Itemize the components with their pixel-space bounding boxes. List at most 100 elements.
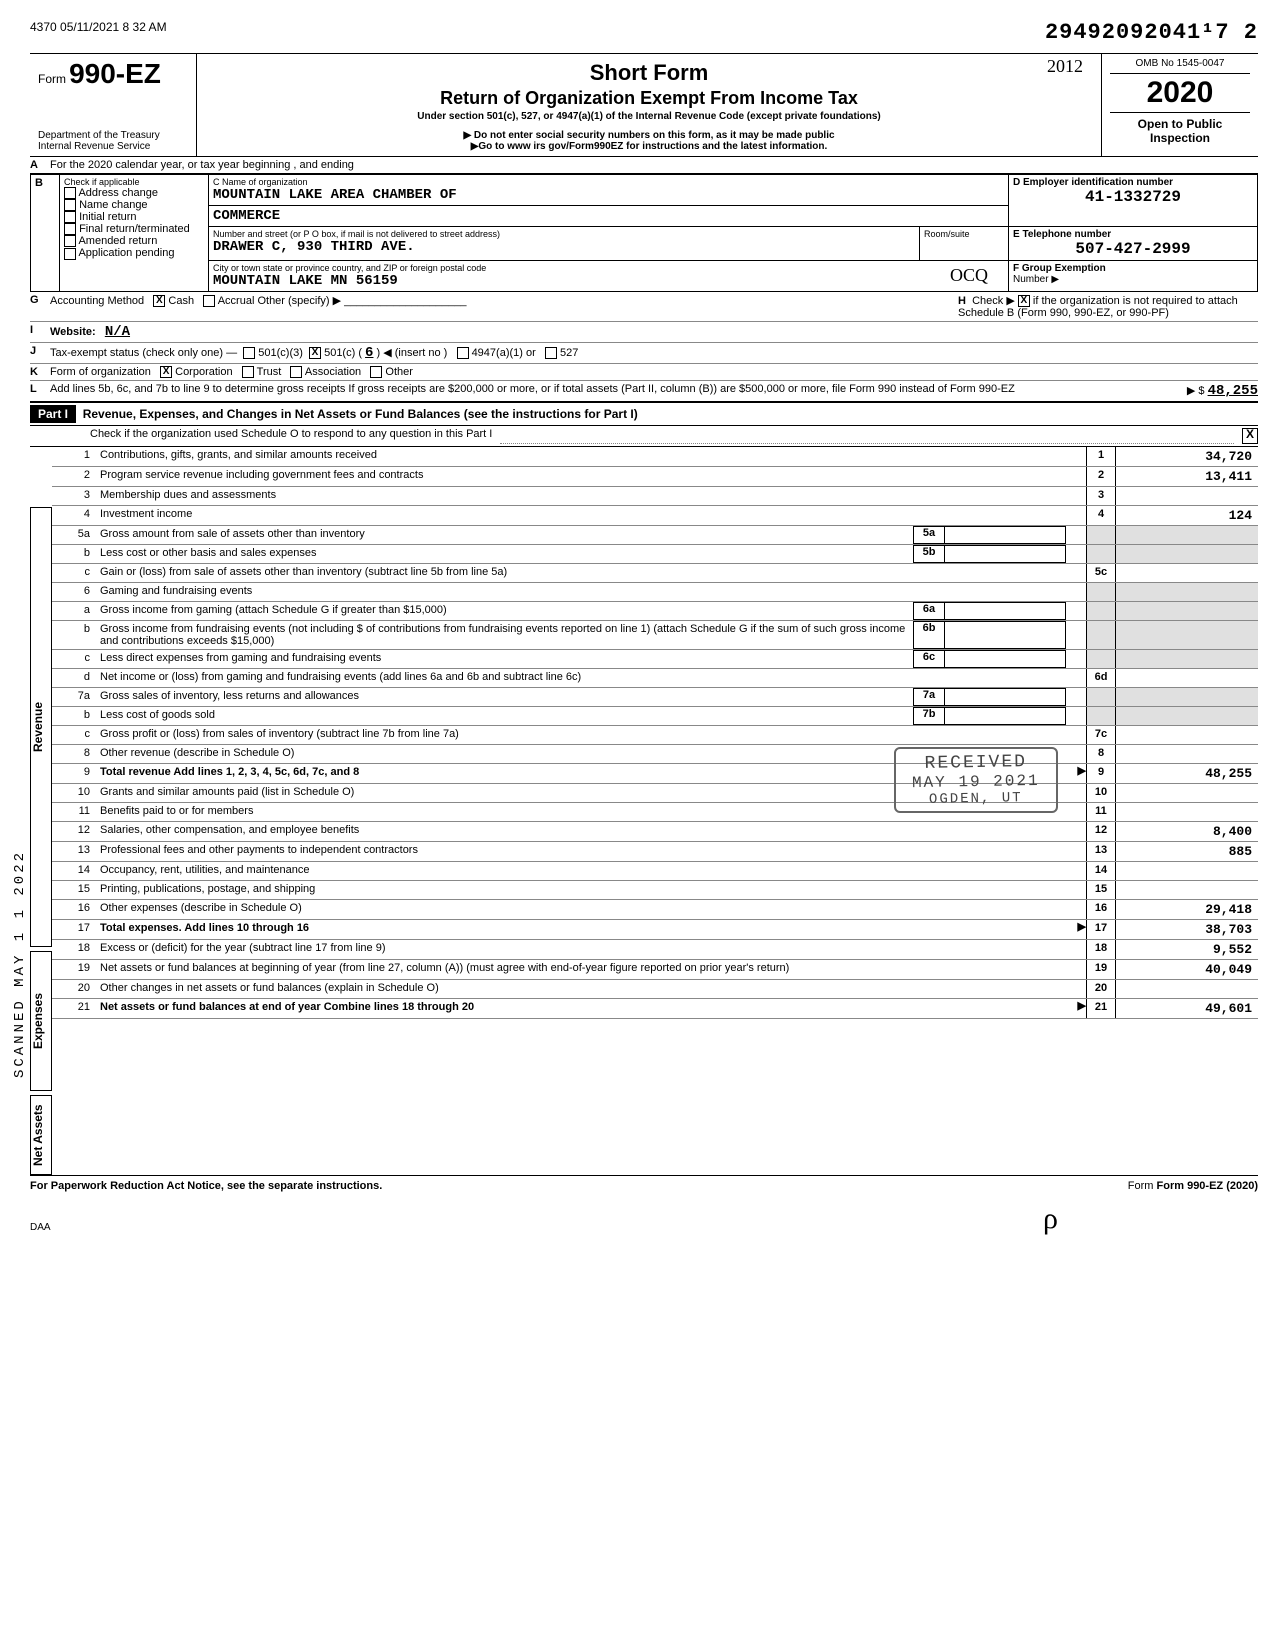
assoc-lbl: Association — [305, 366, 361, 378]
org-name-2: COMMERCE — [213, 208, 1004, 224]
line-number: 2 — [52, 467, 96, 486]
lines-container: RECEIVED MAY 19 2021 OGDEN, UT 1Contribu… — [52, 447, 1258, 1175]
line-desc: Less cost or other basis and sales expen… — [96, 545, 913, 563]
line-number: 20 — [52, 980, 96, 998]
amount-value: 13,411 — [1116, 467, 1258, 486]
check-sched-b[interactable]: X — [1018, 295, 1030, 307]
paperwork-notice: For Paperwork Reduction Act Notice, see … — [30, 1180, 382, 1192]
amount-label: 17 — [1086, 920, 1116, 939]
line-desc: Net assets or fund balances at beginning… — [96, 960, 1086, 979]
check-amended[interactable] — [64, 235, 76, 247]
line-desc: Professional fees and other payments to … — [96, 842, 1086, 861]
line-number: 8 — [52, 745, 96, 763]
check-trust[interactable] — [242, 366, 254, 378]
mid-box[interactable] — [945, 526, 1066, 544]
line-row: 13Professional fees and other payments t… — [52, 842, 1258, 862]
line-number: a — [52, 602, 96, 620]
check-accrual[interactable] — [203, 295, 215, 307]
check-501c3[interactable] — [243, 347, 255, 359]
daa: DAA — [30, 1222, 1258, 1233]
amount-label: 18 — [1086, 940, 1116, 959]
form-prefix: Form — [38, 72, 66, 86]
line-desc: Other changes in net assets or fund bala… — [96, 980, 1086, 998]
subtitle-2: ▶ Do not enter social security numbers o… — [205, 130, 1093, 141]
501c-no: 6 — [365, 345, 373, 361]
line-row: 14Occupancy, rent, utilities, and mainte… — [52, 862, 1258, 881]
arrow-icon: ▶ — [1066, 999, 1086, 1018]
line-number: 14 — [52, 862, 96, 880]
amount-label — [1086, 583, 1116, 601]
line-number: b — [52, 621, 96, 649]
stamp-received: RECEIVED — [912, 752, 1040, 774]
mid-box[interactable] — [945, 688, 1066, 706]
irs-label: Internal Revenue Service — [38, 141, 188, 152]
amount-label: 15 — [1086, 881, 1116, 899]
tax-exempt-lbl: Tax-exempt status (check only one) — — [50, 347, 237, 359]
form-ref: Form Form 990-EZ (2020) — [1128, 1180, 1258, 1192]
box-e-label: E Telephone number — [1013, 229, 1253, 240]
check-name[interactable] — [64, 199, 76, 211]
check-initial[interactable] — [64, 211, 76, 223]
line-l-amount: 48,255 — [1208, 383, 1258, 399]
arrow-icon: ▶ — [1066, 920, 1086, 939]
line-row: 3Membership dues and assessments3 — [52, 487, 1258, 506]
mid-box[interactable] — [945, 707, 1066, 725]
line-row: 7aGross sales of inventory, less returns… — [52, 688, 1258, 707]
line-h-label: H — [958, 295, 966, 307]
website-lbl: Website: — [50, 326, 96, 338]
form-ref-inner: Form 990-EZ (2020) — [1157, 1180, 1258, 1192]
check-name-lbl: Name change — [79, 199, 148, 211]
line-g-text: Accounting Method — [50, 295, 144, 307]
mid-box-label: 7a — [913, 688, 945, 706]
scanned-stamp: SCANNED MAY 1 1 2022 — [12, 850, 28, 1078]
mid-box[interactable] — [945, 545, 1066, 563]
amount-value — [1116, 602, 1258, 620]
form-number: 990-EZ — [69, 58, 161, 89]
amount-label: 11 — [1086, 803, 1116, 821]
amount-value — [1116, 487, 1258, 505]
check-schedule-o[interactable]: X — [1242, 428, 1258, 444]
line-desc: Excess or (deficit) for the year (subtra… — [96, 940, 1086, 959]
mid-box[interactable] — [945, 621, 1066, 649]
check-other[interactable] — [370, 366, 382, 378]
mid-box[interactable] — [945, 650, 1066, 668]
page-footer: For Paperwork Reduction Act Notice, see … — [30, 1175, 1258, 1192]
check-pending[interactable] — [64, 248, 76, 260]
part-i-label: Part I — [30, 405, 76, 423]
amount-label: 5c — [1086, 564, 1116, 582]
line-number: d — [52, 669, 96, 687]
handwritten-year: 2012 — [1047, 56, 1083, 77]
4947-lbl: 4947(a)(1) or — [472, 347, 536, 359]
check-cash[interactable]: X — [153, 295, 165, 307]
form-org-lbl: Form of organization — [50, 366, 151, 378]
line-desc: Occupancy, rent, utilities, and maintena… — [96, 862, 1086, 880]
amount-value: 40,049 — [1116, 960, 1258, 979]
check-address[interactable] — [64, 187, 76, 199]
line-number: 11 — [52, 803, 96, 821]
line-row: 6Gaming and fundraising events — [52, 583, 1258, 602]
amount-value — [1116, 564, 1258, 582]
line-desc: Gross income from fundraising events (no… — [96, 621, 913, 649]
mid-box[interactable] — [945, 602, 1066, 620]
amount-label: 3 — [1086, 487, 1116, 505]
check-4947[interactable] — [457, 347, 469, 359]
line-number: 21 — [52, 999, 96, 1018]
amount-label: 2 — [1086, 467, 1116, 486]
check-501c[interactable]: X — [309, 347, 321, 359]
amount-label: 14 — [1086, 862, 1116, 880]
omb-number: OMB No 1545-0047 — [1110, 58, 1250, 74]
line-number: 16 — [52, 900, 96, 919]
check-assoc[interactable] — [290, 366, 302, 378]
check-final[interactable] — [64, 223, 76, 235]
line-a-label: A — [30, 159, 50, 171]
501c3-lbl: 501(c)(3) — [258, 347, 303, 359]
line-number: 1 — [52, 447, 96, 466]
line-desc: Program service revenue including govern… — [96, 467, 1086, 486]
line-row: 19Net assets or fund balances at beginni… — [52, 960, 1258, 980]
check-527[interactable] — [545, 347, 557, 359]
check-corp[interactable]: X — [160, 366, 172, 378]
revenue-label: Revenue — [30, 507, 52, 947]
line-desc: Gross amount from sale of assets other t… — [96, 526, 913, 544]
amount-value: 9,552 — [1116, 940, 1258, 959]
signature-mark: ρ — [1043, 1202, 1058, 1236]
